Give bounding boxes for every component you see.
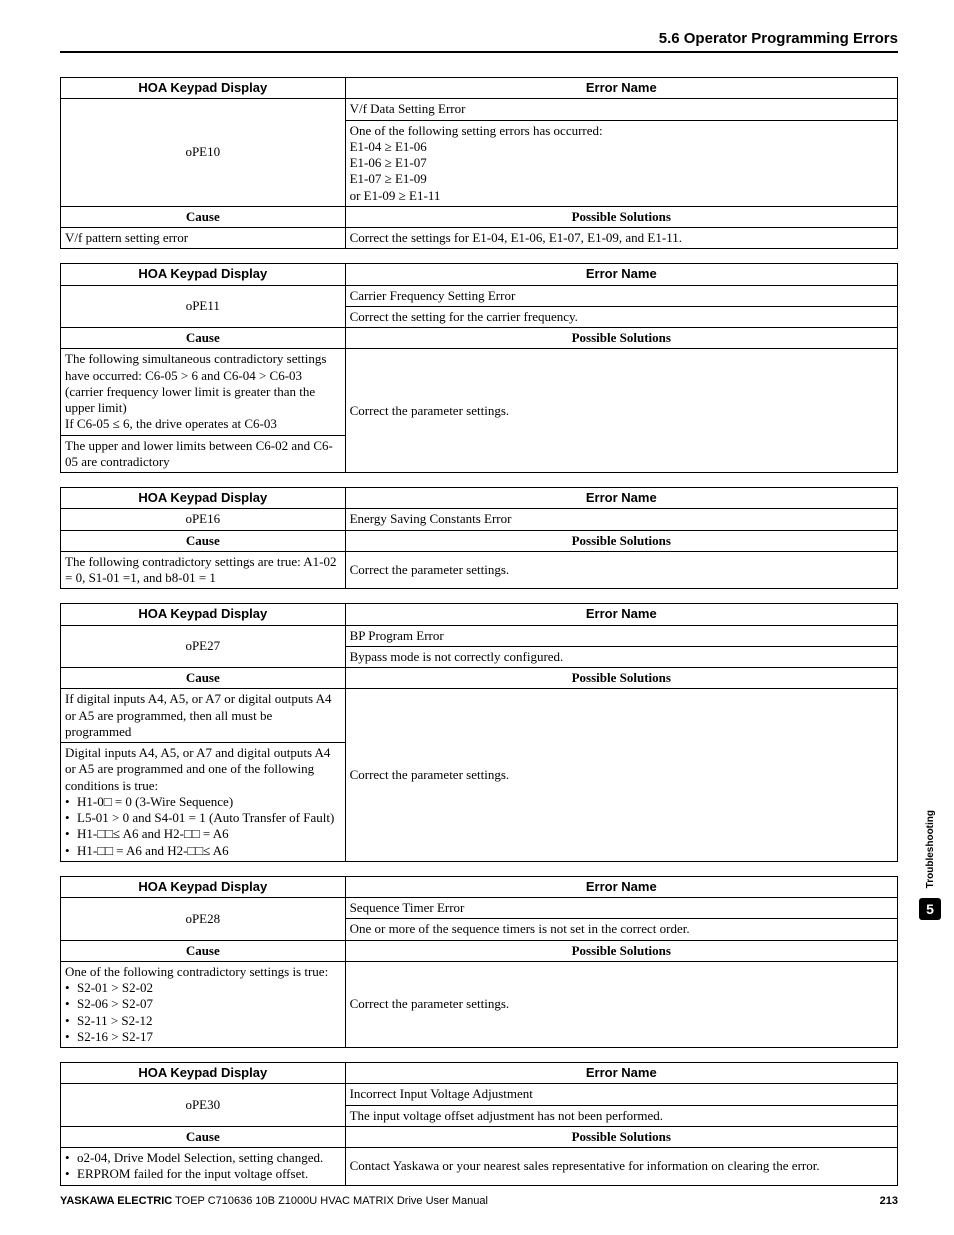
code: oPE11: [61, 285, 346, 328]
sol: Correct the parameter settings.: [345, 961, 897, 1047]
err-header: Error Name: [345, 876, 897, 897]
cause-header: Cause: [61, 530, 346, 551]
err-name: Incorrect Input Voltage Adjustment: [345, 1084, 897, 1105]
cause-intro: Digital inputs A4, A5, or A7 and digital…: [65, 745, 330, 793]
list-item: H1-0□ = 0 (3-Wire Sequence): [65, 794, 341, 810]
sol-header: Possible Solutions: [345, 328, 897, 349]
cause: One of the following contradictory setti…: [61, 961, 346, 1047]
table-oPE10: HOA Keypad Display Error Name oPE10 V/f …: [60, 77, 898, 249]
cause-intro: One of the following contradictory setti…: [65, 964, 328, 979]
sol-header: Possible Solutions: [345, 1126, 897, 1147]
cause-header: Cause: [61, 1126, 346, 1147]
list-item: H1-□□ = A6 and H2-□□≤ A6: [65, 843, 341, 859]
list-item: o2-04, Drive Model Selection, setting ch…: [65, 1150, 341, 1166]
cause: If digital inputs A4, A5, or A7 or digit…: [61, 689, 346, 743]
footer: YASKAWA ELECTRIC TOEP C710636 10B Z1000U…: [60, 1195, 898, 1207]
list-item: S2-06 > S2-07: [65, 996, 341, 1012]
err-header: Error Name: [345, 488, 897, 509]
code: oPE10: [61, 99, 346, 207]
err-desc: One of the following setting errors has …: [345, 120, 897, 206]
section-header: 5.6 Operator Programming Errors: [60, 30, 898, 53]
side-chapter-num: 5: [919, 898, 941, 920]
code: oPE30: [61, 1084, 346, 1127]
err-name: Energy Saving Constants Error: [345, 509, 897, 530]
list-item: S2-01 > S2-02: [65, 980, 341, 996]
table-oPE28: HOA Keypad Display Error Name oPE28 Sequ…: [60, 876, 898, 1048]
list-item: L5-01 > 0 and S4-01 = 1 (Auto Transfer o…: [65, 810, 341, 826]
footer-doc: TOEP C710636 10B Z1000U HVAC MATRIX Driv…: [172, 1195, 488, 1207]
table-oPE30: HOA Keypad Display Error Name oPE30 Inco…: [60, 1062, 898, 1186]
cause-header: Cause: [61, 668, 346, 689]
side-label: Troubleshooting: [925, 810, 936, 888]
sol: Correct the parameter settings.: [345, 551, 897, 589]
cause: The following simultaneous contradictory…: [61, 349, 346, 435]
hoa-header: HOA Keypad Display: [61, 78, 346, 99]
hoa-header: HOA Keypad Display: [61, 488, 346, 509]
err-desc: Bypass mode is not correctly configured.: [345, 646, 897, 667]
sol: Correct the settings for E1-04, E1-06, E…: [345, 228, 897, 249]
err-desc: Correct the setting for the carrier freq…: [345, 306, 897, 327]
footer-brand: YASKAWA ELECTRIC: [60, 1195, 172, 1207]
err-header: Error Name: [345, 1063, 897, 1084]
cause: V/f pattern setting error: [61, 228, 346, 249]
err-header: Error Name: [345, 78, 897, 99]
err-name: BP Program Error: [345, 625, 897, 646]
sol-header: Possible Solutions: [345, 668, 897, 689]
code: oPE16: [61, 509, 346, 530]
err-desc: The input voltage offset adjustment has …: [345, 1105, 897, 1126]
cause-header: Cause: [61, 328, 346, 349]
sol: Correct the parameter settings.: [345, 349, 897, 473]
cause: o2-04, Drive Model Selection, setting ch…: [61, 1148, 346, 1186]
list-item: S2-16 > S2-17: [65, 1029, 341, 1045]
err-header: Error Name: [345, 604, 897, 625]
cause-header: Cause: [61, 940, 346, 961]
code: oPE28: [61, 898, 346, 941]
list-item: S2-11 > S2-12: [65, 1013, 341, 1029]
table-oPE27: HOA Keypad Display Error Name oPE27 BP P…: [60, 603, 898, 862]
page-number: 213: [880, 1195, 898, 1207]
list-item: ERPROM failed for the input voltage offs…: [65, 1166, 341, 1182]
list-item: H1-□□≤ A6 and H2-□□ = A6: [65, 826, 341, 842]
hoa-header: HOA Keypad Display: [61, 604, 346, 625]
err-name: V/f Data Setting Error: [345, 99, 897, 120]
table-oPE11: HOA Keypad Display Error Name oPE11 Carr…: [60, 263, 898, 473]
sol: Correct the parameter settings.: [345, 689, 897, 862]
cause: Digital inputs A4, A5, or A7 and digital…: [61, 743, 346, 862]
code: oPE27: [61, 625, 346, 668]
err-header: Error Name: [345, 264, 897, 285]
err-name: Sequence Timer Error: [345, 898, 897, 919]
sol-header: Possible Solutions: [345, 940, 897, 961]
side-tab: Troubleshooting 5: [910, 810, 950, 920]
err-desc: One or more of the sequence timers is no…: [345, 919, 897, 940]
hoa-header: HOA Keypad Display: [61, 876, 346, 897]
sol-header: Possible Solutions: [345, 206, 897, 227]
table-oPE16: HOA Keypad Display Error Name oPE16 Ener…: [60, 487, 898, 589]
hoa-header: HOA Keypad Display: [61, 264, 346, 285]
sol-header: Possible Solutions: [345, 530, 897, 551]
err-name: Carrier Frequency Setting Error: [345, 285, 897, 306]
sol: Contact Yaskawa or your nearest sales re…: [345, 1148, 897, 1186]
cause: The upper and lower limits between C6-02…: [61, 435, 346, 473]
cause-header: Cause: [61, 206, 346, 227]
hoa-header: HOA Keypad Display: [61, 1063, 346, 1084]
cause: The following contradictory settings are…: [61, 551, 346, 589]
